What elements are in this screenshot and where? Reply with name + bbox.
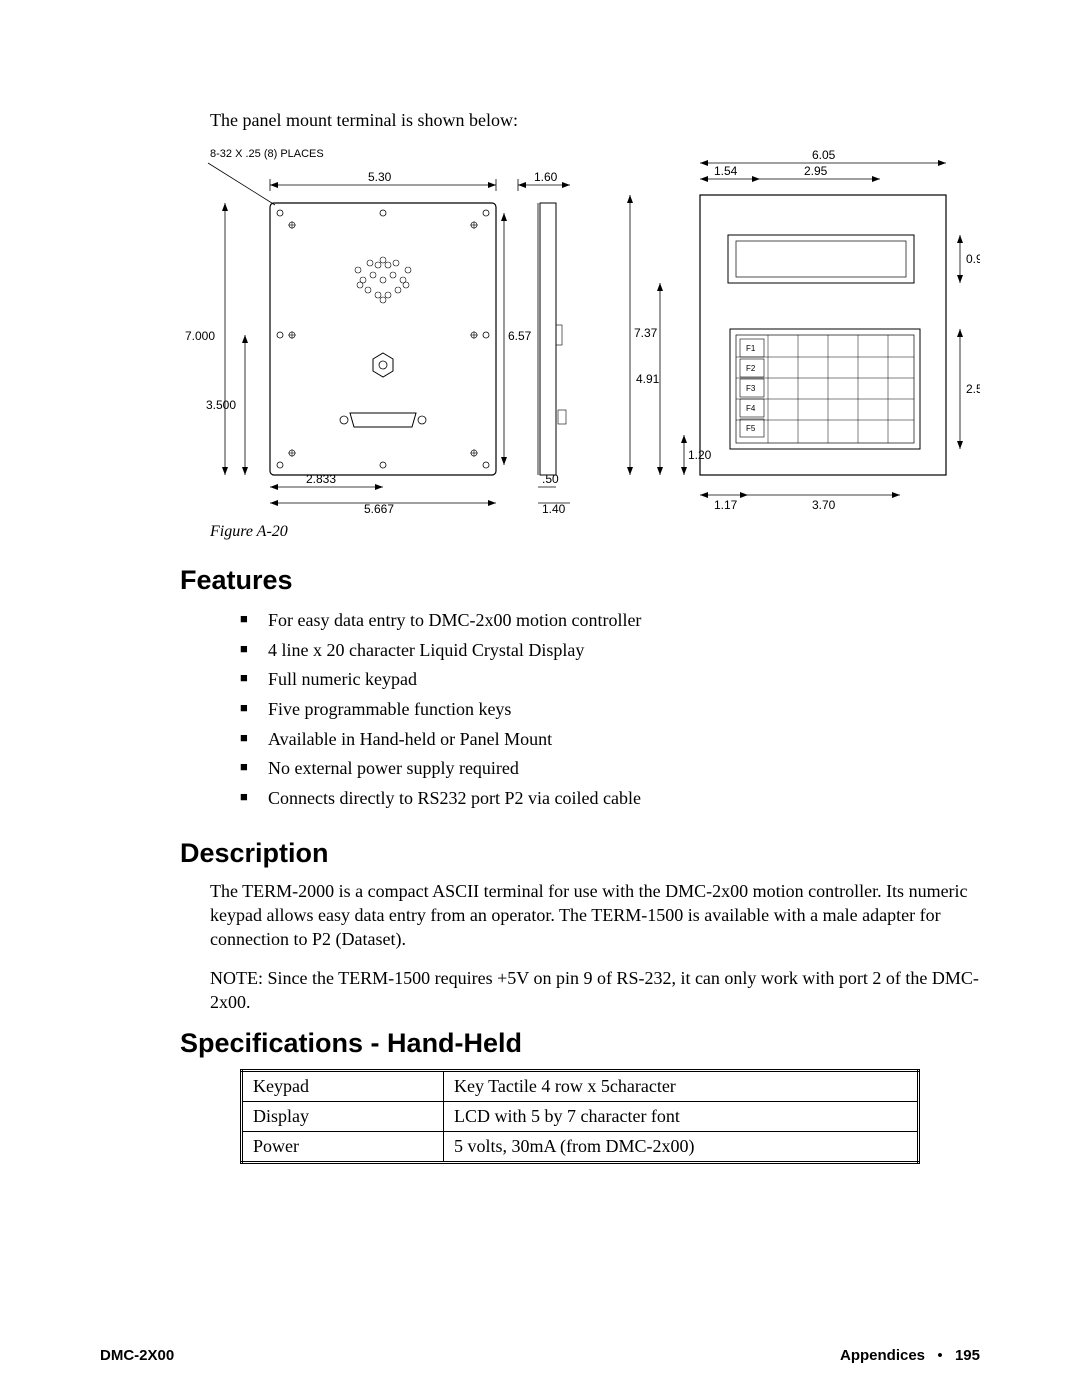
intro-text: The panel mount terminal is shown below: — [210, 110, 980, 131]
page-footer: DMC-2X00 Appendices • 195 — [100, 1347, 980, 1364]
svg-text:2.95: 2.95 — [804, 164, 828, 178]
table-row: Keypad Key Tactile 4 row x 5character — [242, 1071, 919, 1102]
feature-item: Full numeric keypad — [240, 665, 980, 695]
svg-text:F5: F5 — [746, 424, 756, 433]
footer-page-number: 195 — [955, 1347, 980, 1364]
specs-heading: Specifications - Hand-Held — [180, 1028, 980, 1059]
svg-text:7.37: 7.37 — [634, 326, 658, 340]
svg-text:F2: F2 — [746, 364, 756, 373]
svg-text:5.30: 5.30 — [368, 170, 392, 184]
feature-item: Connects directly to RS232 port P2 via c… — [240, 784, 980, 814]
footer-section: Appendices — [840, 1347, 925, 1364]
svg-text:6.57: 6.57 — [508, 329, 532, 343]
spec-label: Keypad — [242, 1071, 444, 1102]
svg-text:0.93: 0.93 — [966, 252, 980, 266]
svg-text:F3: F3 — [746, 384, 756, 393]
description-para-2: NOTE: Since the TERM-1500 requires +5V o… — [210, 966, 980, 1015]
svg-text:1.54: 1.54 — [714, 164, 738, 178]
description-para-1: The TERM-2000 is a compact ASCII termina… — [210, 879, 980, 952]
svg-text:5.667: 5.667 — [364, 502, 394, 515]
rear-view: 6.05 1.54 2.95 F1 — [627, 148, 980, 512]
table-row: Display LCD with 5 by 7 character font — [242, 1102, 919, 1132]
feature-item: Five programmable function keys — [240, 695, 980, 725]
footer-bullet: • — [933, 1347, 947, 1364]
features-heading: Features — [180, 565, 980, 596]
feature-item: 4 line x 20 character Liquid Crystal Dis… — [240, 636, 980, 666]
svg-text:1.20: 1.20 — [688, 448, 712, 462]
hole-spec-label: 8-32 X .25 (8) PLACES — [210, 148, 324, 160]
svg-text:1.60: 1.60 — [534, 170, 558, 184]
svg-text:F1: F1 — [746, 344, 756, 353]
svg-text:6.05: 6.05 — [812, 148, 836, 162]
svg-text:1.17: 1.17 — [714, 498, 738, 512]
svg-text:3.70: 3.70 — [812, 498, 836, 512]
feature-item: Available in Hand-held or Panel Mount — [240, 725, 980, 755]
spec-value: LCD with 5 by 7 character font — [444, 1102, 919, 1132]
specs-table: Keypad Key Tactile 4 row x 5character Di… — [240, 1069, 920, 1164]
feature-item: For easy data entry to DMC-2x00 motion c… — [240, 606, 980, 636]
description-heading: Description — [180, 838, 980, 869]
svg-text:4.91: 4.91 — [636, 372, 660, 386]
figure-caption: Figure A-20 — [210, 523, 980, 541]
footer-left: DMC-2X00 — [100, 1347, 174, 1364]
spec-value: 5 volts, 30mA (from DMC-2x00) — [444, 1132, 919, 1163]
svg-text:F4: F4 — [746, 404, 756, 413]
technical-drawing: 8-32 X .25 (8) PLACES 5.30 1.60 — [100, 135, 980, 515]
spec-label: Power — [242, 1132, 444, 1163]
feature-item: No external power supply required — [240, 754, 980, 784]
svg-text:3.500: 3.500 — [206, 398, 236, 412]
spec-label: Display — [242, 1102, 444, 1132]
table-row: Power 5 volts, 30mA (from DMC-2x00) — [242, 1132, 919, 1163]
svg-text:.50: .50 — [542, 472, 559, 486]
front-view: 5.30 1.60 — [185, 170, 570, 515]
svg-text:7.000: 7.000 — [185, 329, 215, 343]
svg-text:2.833: 2.833 — [306, 472, 336, 486]
spec-value: Key Tactile 4 row x 5character — [444, 1071, 919, 1102]
features-list: For easy data entry to DMC-2x00 motion c… — [240, 606, 980, 814]
svg-text:2.58: 2.58 — [966, 382, 980, 396]
svg-text:1.40: 1.40 — [542, 502, 566, 515]
